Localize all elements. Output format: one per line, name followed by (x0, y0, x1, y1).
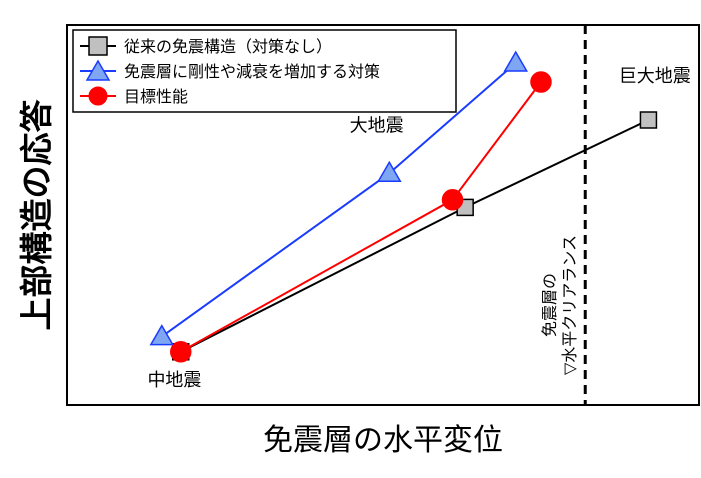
legend: 従来の免震構造（対策なし） 免震層に剛性や減衰を増加する対策 目標性能 (72, 29, 457, 113)
clearance-label-line1: 免震層の (540, 273, 559, 337)
clearance-label-line2: ▽水平クリアランス (560, 235, 579, 375)
point-target-0 (170, 341, 192, 363)
point-conventional-2 (639, 111, 658, 129)
point-target-2 (530, 71, 552, 93)
point-target-1 (441, 189, 464, 211)
legend-box (72, 29, 457, 113)
annotation-large-earthquake: 大地震 (350, 115, 404, 136)
point-countermeasure-2 (503, 50, 529, 72)
legend-marker-square (88, 36, 108, 56)
annotations: 中地震 大地震 巨大地震 (147, 66, 690, 391)
point-countermeasure-0 (149, 324, 175, 346)
annotation-huge-earthquake: 巨大地震 (619, 66, 691, 87)
legend-marker-triangle (85, 59, 111, 81)
point-countermeasure-1 (377, 160, 402, 182)
plot-frame (66, 24, 700, 406)
legend-marker-circle (88, 86, 108, 106)
y-axis-title: 上部構造の応答 (17, 99, 56, 331)
legend-label-target: 目標性能 (124, 87, 188, 106)
series-markers (149, 50, 658, 363)
x-axis-title: 免震層の水平変位 (263, 423, 503, 458)
annotation-medium-earthquake: 中地震 (147, 370, 201, 391)
legend-label-countermeasure: 免震層に剛性や減衰を増加する対策 (124, 62, 380, 81)
legend-label-conventional: 従来の免震構造（対策なし） (124, 37, 332, 56)
